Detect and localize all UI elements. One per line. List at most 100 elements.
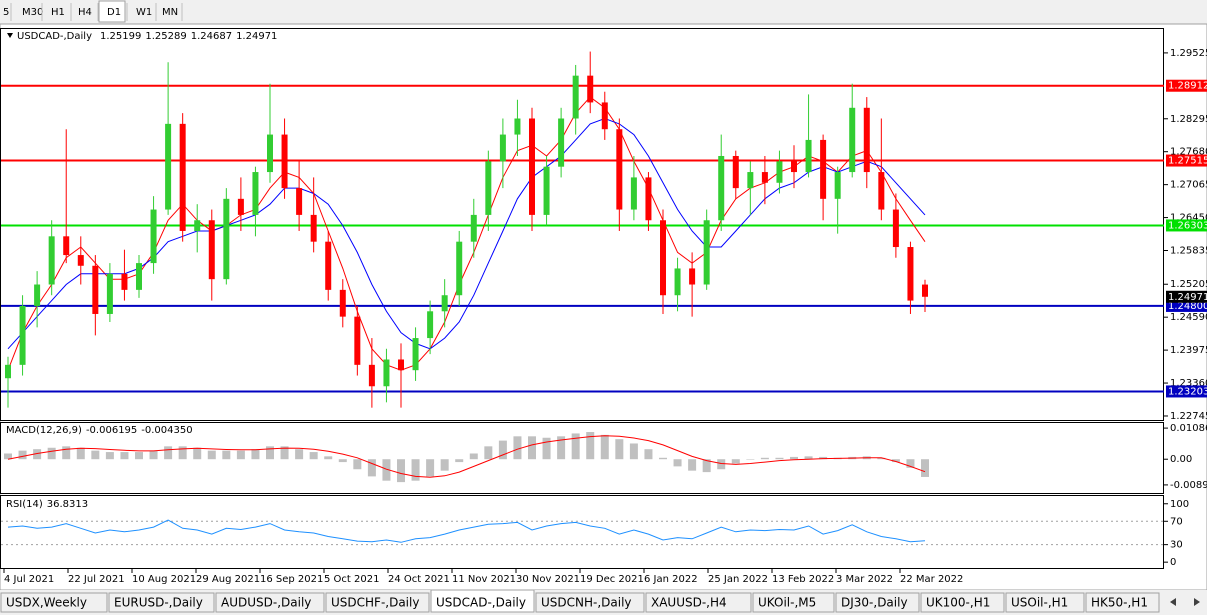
timeframe-button[interactable]: H4 (78, 7, 92, 18)
candle-body (718, 155, 725, 221)
open: 1.25199 (100, 31, 141, 42)
tab[interactable]: UKOil-,M5 (752, 592, 835, 613)
candle-body (849, 107, 856, 173)
candle-body (878, 172, 885, 210)
candle-body (456, 241, 463, 296)
tab-label[interactable]: UK100-,H1 (926, 596, 990, 610)
macd-bar (484, 446, 493, 460)
macd-bar (426, 459, 435, 477)
tab[interactable]: USDCAD-,Daily (430, 589, 535, 613)
macd-bar (33, 449, 42, 460)
macd-signal (7, 435, 926, 478)
candle-body (310, 214, 317, 242)
tab-background (835, 592, 920, 613)
toolbar (0, 0, 1207, 24)
macd-bar (790, 456, 798, 460)
tab-label[interactable]: USDX,Weekly (6, 596, 87, 610)
candle-body (529, 118, 535, 215)
timeframe-button[interactable]: W1 (136, 7, 152, 18)
candle-body (660, 220, 666, 296)
x-tick-label: 11 Nov 2021 (452, 574, 516, 585)
tab-scroll[interactable] (1170, 598, 1200, 606)
candle-body (34, 284, 41, 306)
macd-bar (702, 459, 711, 473)
timeframe-button[interactable]: 5 (3, 7, 9, 18)
tab-label[interactable]: USDCHF-,Daily (331, 596, 419, 610)
candle-body (223, 198, 230, 280)
macd-bar (266, 446, 274, 460)
tab-label[interactable]: USDCAD-,Daily (436, 596, 526, 610)
macd-bar (236, 450, 245, 460)
candle-body (587, 75, 594, 103)
timeframe-button[interactable]: D1 (107, 7, 121, 18)
x-tick-label: 24 Oct 2021 (388, 574, 450, 585)
macd-bar (47, 447, 56, 460)
tab[interactable]: USDCNH-,Daily (535, 592, 645, 613)
macd-bar (222, 450, 231, 460)
macd-bar (440, 459, 449, 471)
tab-background (535, 592, 645, 613)
timeframe-button[interactable]: MN (162, 7, 178, 18)
candle-body (252, 172, 259, 215)
candle-body (616, 129, 623, 210)
candle-body (572, 75, 579, 119)
rsi-line (7, 519, 926, 543)
timeframe-active (98, 0, 126, 23)
x-tick-label: 6 Jan 2022 (644, 574, 698, 585)
candle-body (354, 316, 361, 365)
y-tick-label: 1.25835 (1170, 246, 1207, 257)
candle-body (427, 311, 434, 339)
tab-label[interactable]: USDCNH-,Daily (541, 596, 632, 610)
tab-background (0, 592, 108, 613)
tab-label[interactable]: DJ30-,Daily (841, 596, 908, 610)
tab-label[interactable]: EURUSD-,Daily (114, 596, 203, 610)
tab-label[interactable]: XAUUSD-,H4 (651, 596, 727, 610)
tab[interactable]: USOil-,H1 (1005, 592, 1085, 613)
macd-bar (557, 436, 566, 460)
level-label: 1.23203 (1168, 386, 1207, 397)
timeframe-button[interactable]: M30 (22, 7, 43, 18)
tab[interactable]: DJ30-,Daily (835, 592, 920, 613)
macd-bar (251, 449, 260, 460)
macd-bar (804, 456, 813, 460)
macd-bar (469, 453, 478, 460)
macd-bar (18, 450, 27, 460)
candle-body (630, 177, 637, 210)
tab[interactable]: UK100-,H1 (920, 592, 1005, 613)
tab[interactable]: XAUUSD-,H4 (645, 592, 752, 613)
tab[interactable]: EURUSD-,Daily (108, 592, 215, 613)
candle-body (208, 220, 215, 280)
macd-pane (0, 422, 1164, 494)
tab-label[interactable]: HK50-,H1 (1091, 596, 1148, 610)
timeframe-button[interactable]: H1 (51, 7, 65, 18)
tab[interactable]: HK50-,H1 (1085, 592, 1160, 613)
x-tick-label: 22 Jul 2021 (68, 574, 125, 585)
macd-bar (309, 452, 318, 460)
macd-bar (629, 443, 638, 460)
tab-label[interactable]: AUDUSD-,Daily (221, 596, 311, 610)
x-tick-label: 5 Oct 2021 (324, 574, 379, 585)
candle-body (441, 295, 448, 312)
tab[interactable]: AUDUSD-,Daily (215, 592, 325, 613)
candle-body (747, 172, 754, 189)
tab-label[interactable]: USOil-,H1 (1011, 596, 1068, 610)
candle-body (63, 236, 70, 256)
tab-label[interactable]: UKOil-,M5 (758, 596, 816, 610)
candle-body (237, 198, 244, 215)
macd-bar (542, 437, 551, 460)
candle-body (761, 172, 768, 183)
macd-bar (324, 456, 333, 460)
tab[interactable]: USDX,Weekly (0, 592, 108, 613)
y-tick-label: 100 (1170, 499, 1189, 510)
macd-bar (921, 459, 929, 477)
tab[interactable]: USDCHF-,Daily (325, 592, 430, 613)
candle-body (791, 161, 797, 173)
macd-bar (353, 459, 362, 470)
x-tick-label: 25 Jan 2022 (708, 574, 768, 585)
y-tick-label: 1.27680 (1170, 147, 1207, 158)
menu-arrow[interactable] (7, 33, 13, 38)
candle-body (165, 123, 172, 210)
tab-background (645, 592, 752, 613)
candle-body (5, 364, 11, 379)
macd-header: MACD(12,26,9) -0.006195 -0.004350 (6, 425, 193, 436)
